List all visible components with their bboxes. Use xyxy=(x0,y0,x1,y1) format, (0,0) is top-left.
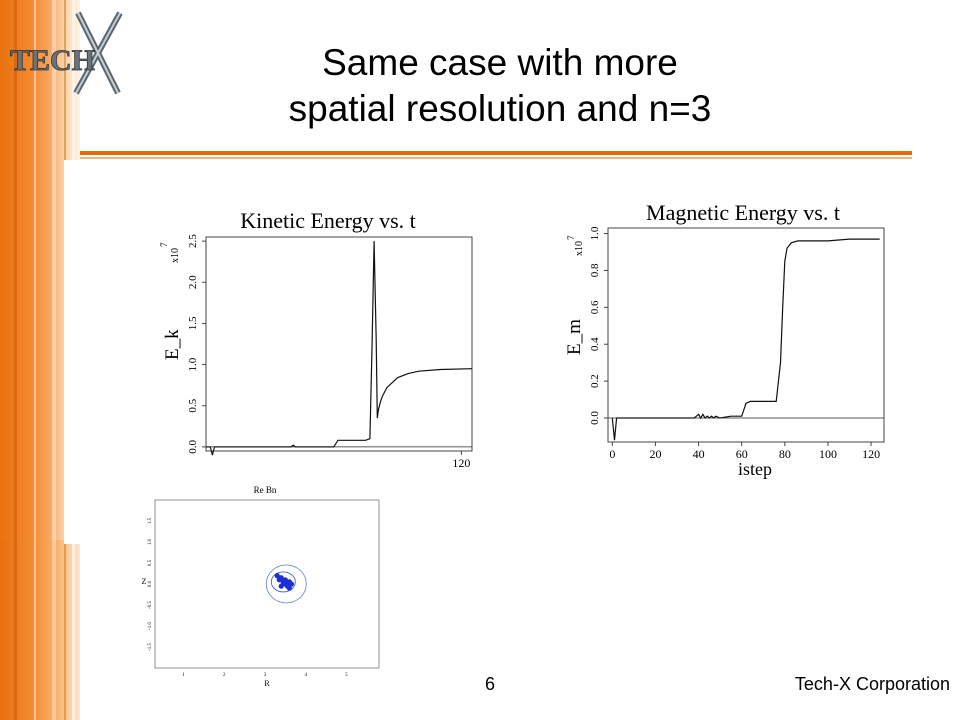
y-tick-label: 0.5 xyxy=(148,559,153,566)
data-point xyxy=(278,575,284,581)
contour-inner xyxy=(270,571,296,593)
y-tick-label: 1.0 xyxy=(187,357,199,371)
data-point xyxy=(284,579,290,585)
y-tick-label: 1.0 xyxy=(148,538,153,545)
x-tick-label: 2 xyxy=(223,673,226,678)
y-tick-label: -0.5 xyxy=(148,601,153,609)
y-axis-label: Z xyxy=(142,577,147,586)
x-tick-label: 0 xyxy=(609,447,615,461)
kinetic-energy-chart: Kinetic Energy vs. t E_k x10 7 0.0 0.5 1.0… xyxy=(159,208,473,470)
y-axis-label: E_m xyxy=(564,319,585,355)
y-axis-label: E_k xyxy=(162,329,183,360)
y-tick-label: 0.5 xyxy=(187,398,199,412)
svg-text:TECH: TECH xyxy=(10,44,95,77)
y-tick-label: 0.2 xyxy=(589,374,601,388)
x-tick-label: 20 xyxy=(649,447,661,461)
slide-title-line2: spatial resolution and n=3 xyxy=(288,88,712,129)
title-rule xyxy=(80,151,912,155)
page-number: 6 xyxy=(484,674,495,694)
x-tick-label: 120 xyxy=(862,447,880,461)
x-axis-label: istep xyxy=(738,459,772,479)
y-tick-label: 1.5 xyxy=(148,517,153,524)
x-tick-label: 4 xyxy=(304,673,307,678)
plot-frame xyxy=(607,227,885,443)
x-axis-label: R xyxy=(264,679,270,688)
y-tick-label: 0.0 xyxy=(187,440,199,454)
decorative-stripe xyxy=(52,0,56,720)
data-point xyxy=(280,581,286,587)
data-point xyxy=(274,573,280,579)
re-bn-contour-plot: Re Bn Z R 1.5 1.0 0.5 0.0 -0.5 -1.0 -1.5 1 2 3 4 5 xyxy=(142,485,380,688)
tech-x-logo: TECH xyxy=(10,11,123,95)
plot-frame xyxy=(205,236,473,452)
data-point xyxy=(288,581,295,587)
y-tick-label: 2.0 xyxy=(187,275,199,289)
y-exponent: x10 xyxy=(170,248,181,263)
y-tick-label: 0.8 xyxy=(589,263,601,277)
y-tick-label: -1.0 xyxy=(148,622,153,630)
y-tick-label: 0.0 xyxy=(148,580,153,587)
series-line xyxy=(611,238,880,441)
x-tick-label: 60 xyxy=(736,447,748,461)
x-tick-label: 5 xyxy=(345,673,348,678)
decorative-stripe xyxy=(34,0,36,720)
title-rule-thin xyxy=(80,157,912,159)
slide-title-line1: Same case with more xyxy=(322,42,678,83)
y-tick-label: -1.5 xyxy=(148,643,153,651)
chart-title: Magnetic Energy vs. t xyxy=(646,200,840,225)
contour-lines xyxy=(265,564,307,604)
decorative-stripe xyxy=(14,0,17,720)
x-tick-label: 3 xyxy=(264,673,267,678)
y-tick-label: 0.6 xyxy=(589,300,601,314)
x-tick-label: 80 xyxy=(779,447,791,461)
content-panel xyxy=(64,160,960,544)
y-exponent: x10 xyxy=(574,241,585,256)
y-tick-label: 0.0 xyxy=(589,411,601,425)
y-tick-label: 1.5 xyxy=(187,316,199,330)
chart-title: Kinetic Energy vs. t xyxy=(240,208,416,233)
series-line xyxy=(206,241,473,456)
data-point xyxy=(286,585,292,591)
contour-outer xyxy=(265,564,307,604)
plot-frame xyxy=(154,499,380,669)
x-tick-label: 120 xyxy=(452,456,470,470)
y-tick-label: 1.0 xyxy=(589,226,601,240)
magnetic-energy-chart: Magnetic Energy vs. t E_m x10 7 istep 0.… xyxy=(564,200,885,479)
x-tick-label: 1 xyxy=(182,673,185,678)
x-tick-label: 40 xyxy=(693,447,705,461)
slide-title: Same case with more spatial resolution a… xyxy=(130,40,870,132)
footer-company: Tech-X Corporation xyxy=(794,674,950,694)
y-tick-label: 2.5 xyxy=(187,234,199,248)
decorative-sidebar-lower xyxy=(0,540,80,720)
x-tick-label: 100 xyxy=(819,447,837,461)
y-tick-label: 0.4 xyxy=(589,337,601,351)
chart-title: Re Bn xyxy=(254,485,277,495)
y-exponent-power: 7 xyxy=(159,242,169,247)
y-exponent-power: 7 xyxy=(566,235,576,240)
